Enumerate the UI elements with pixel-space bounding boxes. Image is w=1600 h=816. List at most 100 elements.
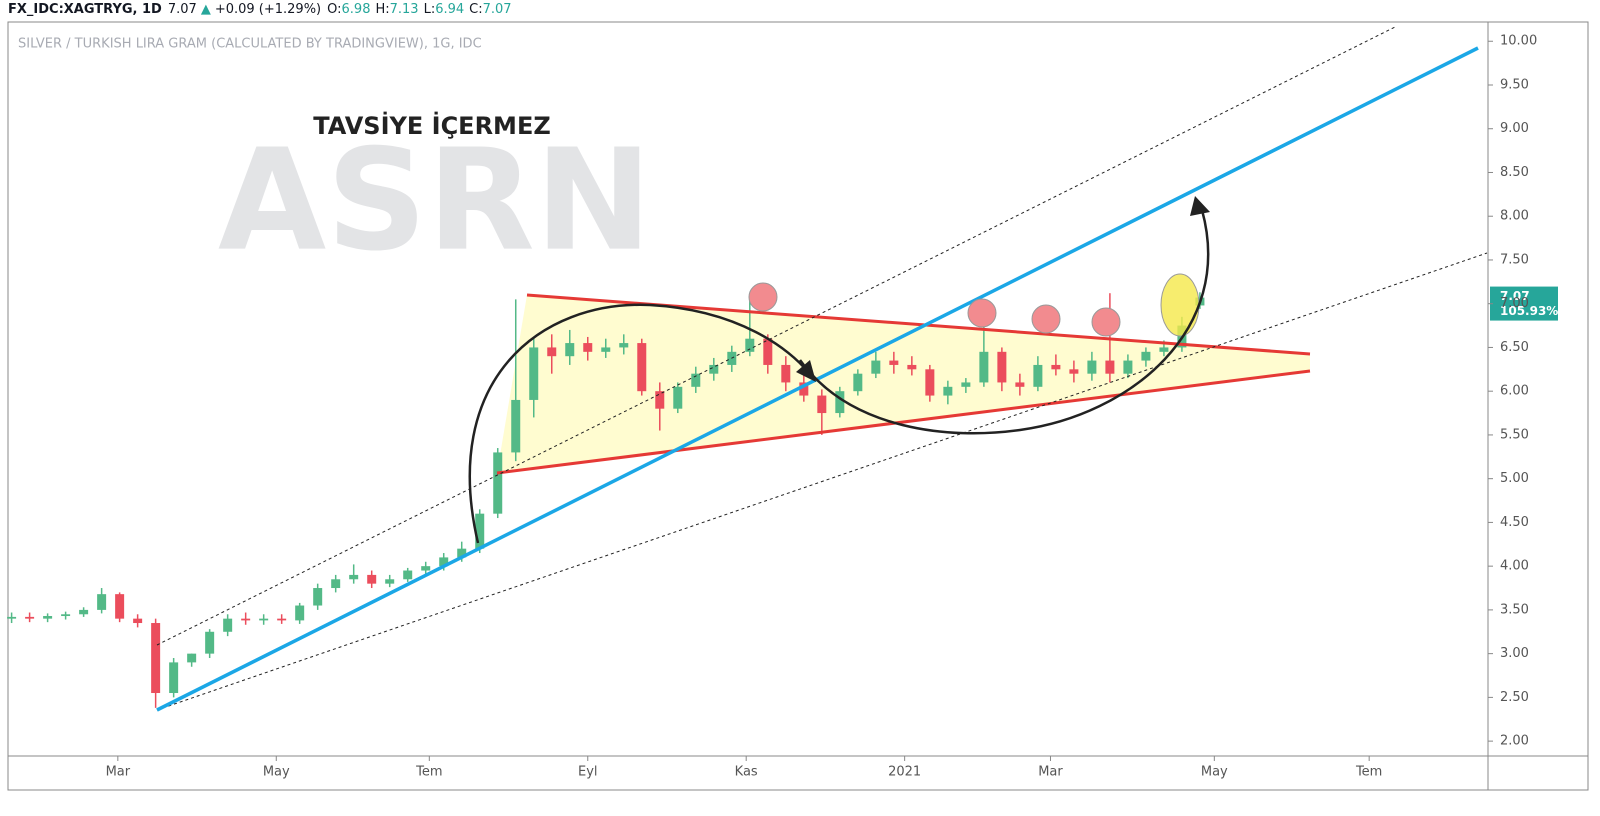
y-tick-label: 2.50 xyxy=(1500,690,1529,705)
candle-body xyxy=(241,618,251,621)
arc-arrow xyxy=(798,209,1210,435)
candle-body xyxy=(439,557,449,567)
candle-body xyxy=(583,343,593,352)
o: 6.98 xyxy=(342,2,371,17)
candle-body xyxy=(403,570,413,580)
l: 6.94 xyxy=(435,2,464,17)
last: 7.07 xyxy=(168,2,197,17)
candle-body xyxy=(943,386,953,396)
candle-body xyxy=(223,618,233,632)
triangle-bottom xyxy=(496,369,1311,475)
y-tick-label: 4.00 xyxy=(1500,559,1529,574)
channel-upper xyxy=(156,26,1396,646)
candle-body xyxy=(1141,351,1151,361)
header: FX_IDC:XAGTRYG, 1D 7.07 ▲ +0.09 (+1.29%) O:6… xyxy=(8,2,512,17)
candle-body xyxy=(79,609,89,615)
candle-body xyxy=(655,391,665,409)
candle-body xyxy=(835,391,845,414)
candle-body xyxy=(673,386,683,409)
candle-body xyxy=(889,360,899,365)
candle-body xyxy=(385,579,395,584)
candle-body xyxy=(1105,360,1115,374)
candle-body xyxy=(349,574,359,580)
candle-body xyxy=(1051,364,1061,370)
candle-body xyxy=(619,343,629,348)
candle-body xyxy=(601,347,611,352)
change: +0.09 (+1.29%) xyxy=(215,2,321,17)
x-tick-label: 2021 xyxy=(888,765,921,780)
x-tick-label: Mar xyxy=(106,765,131,780)
candle-body xyxy=(1159,347,1169,352)
y-tick-label: 6.50 xyxy=(1500,340,1529,355)
touch-circle xyxy=(1091,307,1121,337)
candle-body xyxy=(745,338,755,352)
x-tick-label: Kas xyxy=(735,765,758,780)
candle-body xyxy=(781,364,791,383)
candle-body xyxy=(115,594,125,619)
candle-body xyxy=(817,395,827,414)
l-label: L: xyxy=(424,2,436,17)
x-tick-label: May xyxy=(1201,765,1228,780)
candle-body xyxy=(691,373,701,387)
annotation: TAVSİYE İÇERMEZ xyxy=(313,111,550,140)
arrow: ▲ xyxy=(201,2,211,17)
x-tick-label: Eyl xyxy=(578,765,598,780)
candle-body xyxy=(871,360,881,374)
candle-body xyxy=(295,605,305,621)
candle-body xyxy=(907,364,917,370)
h-label: H: xyxy=(375,2,389,17)
touch-circle xyxy=(1031,304,1061,334)
watermark: ASRN xyxy=(218,120,652,283)
candle-body xyxy=(457,548,467,558)
y-tick-label: 8.00 xyxy=(1500,209,1529,224)
touch-circle xyxy=(967,298,997,328)
candle-body xyxy=(493,452,503,514)
candle-body xyxy=(1123,360,1133,374)
candle-body xyxy=(763,338,773,365)
candle-body xyxy=(511,399,521,453)
candle-body xyxy=(169,662,179,694)
candle-body xyxy=(331,579,341,589)
y-tick-label: 6.00 xyxy=(1500,384,1529,399)
x-tick-label: Tem xyxy=(415,765,442,780)
price-tag-percent: 105.93% xyxy=(1500,304,1558,318)
candle-body xyxy=(997,351,1007,383)
candle-body xyxy=(1015,382,1025,387)
arc-arrow xyxy=(468,303,809,544)
candle-body xyxy=(547,347,557,357)
y-tick-label: 9.00 xyxy=(1500,121,1529,136)
candle-body xyxy=(43,616,53,619)
candle-body xyxy=(1069,369,1079,374)
candle-body xyxy=(277,618,287,621)
candle-body xyxy=(61,614,71,617)
candle-body xyxy=(259,618,269,621)
candle-body xyxy=(637,343,647,392)
candle-body xyxy=(709,364,719,374)
candles xyxy=(7,292,1205,708)
candle-body xyxy=(853,373,863,392)
price-tag-label: 7.07 xyxy=(1500,289,1530,303)
y-tick-label: 3.00 xyxy=(1500,646,1529,661)
candle-body xyxy=(205,631,215,654)
candle-body xyxy=(475,513,485,549)
arrow-head xyxy=(1190,196,1210,216)
channel-lower xyxy=(156,252,1488,711)
y-tick-label: 5.00 xyxy=(1500,471,1529,486)
candle-body xyxy=(313,588,323,606)
o-label: O: xyxy=(327,2,341,17)
chart-title: SILVER / TURKISH LIRA GRAM (CALCULATED B… xyxy=(18,37,482,52)
overlay xyxy=(156,26,1488,712)
candle-body xyxy=(1087,360,1097,374)
c: 7.07 xyxy=(483,2,512,17)
y-tick-label: 3.50 xyxy=(1500,602,1529,617)
candle-body xyxy=(979,351,989,383)
y-tick-label: 8.50 xyxy=(1500,165,1529,180)
x-tick-label: May xyxy=(263,765,290,780)
candle-body xyxy=(565,343,575,357)
candle-body xyxy=(133,618,143,624)
candle-body xyxy=(421,566,431,571)
candle-body xyxy=(151,623,161,694)
y-tick-label: 9.50 xyxy=(1500,77,1529,92)
